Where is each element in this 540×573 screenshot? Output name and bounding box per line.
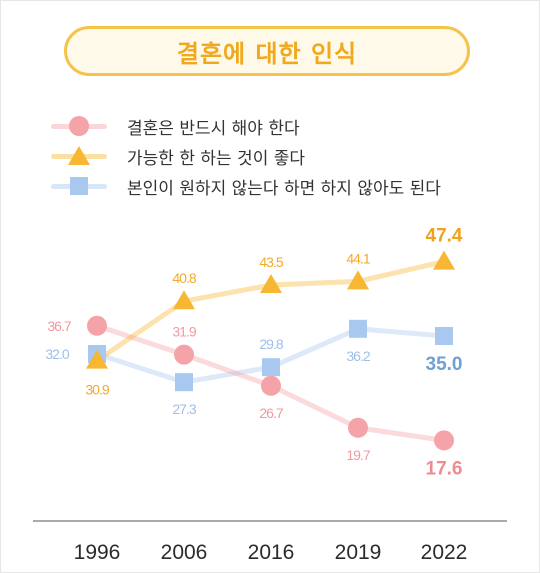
data-point-triangle [433,250,455,270]
data-point-triangle [173,290,195,310]
data-point-square [435,327,453,345]
legend-item-optional: 본인이 원하지 않는다 하면 하지 않아도 된다 [51,171,441,201]
legend-label: 본인이 원하지 않는다 하면 하지 않아도 된다 [127,178,441,199]
x-tick-label: 1996 [74,541,121,564]
x-tick-label: 2006 [161,541,208,564]
data-point-square [175,373,193,392]
legend-square-icon [51,174,107,198]
data-label: 32.0 [45,346,69,362]
data-point-triangle [86,349,108,369]
data-point-circle [87,315,107,336]
data-label: 44.1 [346,250,370,266]
data-label: 36.2 [346,348,370,364]
legend-label: 가능한 한 하는 것이 좋다 [127,148,306,169]
data-label: 36.7 [47,318,71,334]
data-label: 30.9 [85,382,109,398]
legend-item-must-marry: 결혼은 반드시 해야 한다 [51,111,441,141]
chart-legend: 결혼은 반드시 해야 한다 가능한 한 하는 것이 좋다 본인이 원하지 않는다… [51,111,441,201]
data-label: 26.7 [259,405,283,421]
legend-item-better-marry: 가능한 한 하는 것이 좋다 [51,141,441,171]
x-tick-label: 2022 [421,541,468,564]
chart-title-pill: 결혼에 대한 인식 [64,26,470,76]
data-point-square [349,319,367,338]
legend-circle-icon [51,114,107,138]
data-point-triangle [260,274,282,293]
legend-triangle-icon [51,144,107,168]
data-label: 19.7 [346,447,370,463]
data-label: 40.8 [172,270,196,286]
data-point-circle [348,417,368,438]
x-tick-label: 2016 [248,541,295,564]
x-tick-label: 2019 [335,541,382,564]
legend-label: 결혼은 반드시 해야 한다 [127,118,300,139]
data-label: 31.9 [172,324,196,340]
data-point-triangle [347,270,369,290]
data-point-circle [174,344,194,365]
data-label: 43.5 [259,254,283,270]
data-point-circle [434,430,454,451]
data-label: 17.6 [426,458,463,479]
data-point-square [262,358,280,377]
data-point-circle [261,375,281,396]
data-label: 27.3 [172,401,196,417]
data-label: 47.4 [426,226,463,247]
data-label: 29.8 [259,336,283,352]
chart-title: 결혼에 대한 인식 [176,39,358,68]
data-label: 35.0 [426,354,463,375]
